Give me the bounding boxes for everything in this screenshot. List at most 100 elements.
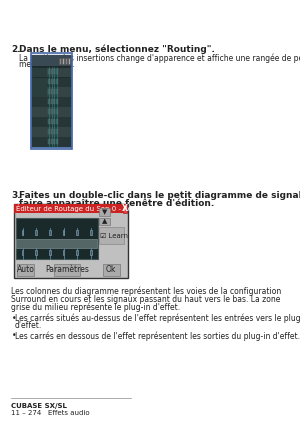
- Bar: [48, 69, 50, 74]
- Bar: [51, 129, 52, 134]
- Text: 3.: 3.: [11, 191, 21, 200]
- Bar: [51, 69, 52, 74]
- Bar: [32, 77, 47, 87]
- Bar: [51, 109, 52, 114]
- Bar: [53, 69, 55, 74]
- Bar: [22, 250, 23, 255]
- Text: lfe: lfe: [32, 219, 40, 225]
- Text: d'effet.: d'effet.: [15, 321, 42, 330]
- Text: Les carrés en dessous de l'effet représentent les sorties du plug-in d'effet.: Les carrés en dessous de l'effet représe…: [15, 332, 300, 341]
- Bar: [17, 264, 34, 276]
- Text: faire apparaître une fenêtre d'édition.: faire apparaître une fenêtre d'édition.: [19, 198, 214, 208]
- Bar: [122, 205, 127, 212]
- Bar: [53, 99, 55, 104]
- Bar: [51, 139, 52, 144]
- Bar: [63, 230, 64, 235]
- Bar: [99, 227, 124, 244]
- Text: Paramètres: Paramètres: [45, 265, 89, 275]
- Bar: [56, 99, 58, 104]
- Bar: [56, 79, 58, 84]
- Bar: [51, 119, 52, 124]
- Bar: [48, 129, 50, 134]
- Bar: [99, 218, 110, 225]
- Bar: [31, 55, 71, 147]
- Bar: [62, 58, 64, 64]
- Bar: [32, 97, 71, 107]
- Text: X: X: [122, 204, 128, 213]
- Bar: [76, 250, 78, 255]
- Bar: [35, 250, 37, 255]
- Bar: [68, 58, 70, 64]
- Bar: [14, 204, 128, 213]
- Text: CUBASE SX/SL: CUBASE SX/SL: [11, 403, 67, 409]
- Bar: [90, 230, 92, 235]
- Bar: [48, 139, 50, 144]
- Text: ▲: ▲: [102, 218, 107, 224]
- Bar: [56, 119, 58, 124]
- Bar: [53, 79, 55, 84]
- Bar: [32, 68, 71, 77]
- Bar: [56, 89, 58, 94]
- Bar: [48, 89, 50, 94]
- Bar: [31, 53, 72, 149]
- Text: Ok: Ok: [106, 265, 116, 275]
- Bar: [48, 119, 50, 124]
- Text: •: •: [12, 314, 16, 323]
- Text: La section des insertions change d'apparence et affiche une rangée de petits dia: La section des insertions change d'appar…: [19, 54, 300, 63]
- Bar: [59, 58, 61, 64]
- Text: Dans le menu, sélectionnez "Routing".: Dans le menu, sélectionnez "Routing".: [19, 45, 215, 54]
- Bar: [49, 230, 51, 235]
- Bar: [56, 69, 58, 74]
- Text: 11 – 274   Effets audio: 11 – 274 Effets audio: [11, 410, 90, 416]
- Text: Surround en cours et les signaux passant du haut vers le bas. La zone: Surround en cours et les signaux passant…: [11, 295, 281, 303]
- Text: ☑ Learn: ☑ Learn: [100, 233, 128, 239]
- Bar: [65, 58, 67, 64]
- Text: Dis: Dis: [85, 219, 96, 225]
- Bar: [32, 77, 71, 87]
- Bar: [16, 239, 97, 248]
- Bar: [53, 129, 55, 134]
- Bar: [99, 208, 110, 216]
- Text: 2.: 2.: [11, 45, 21, 54]
- Bar: [53, 109, 55, 114]
- Bar: [16, 218, 98, 259]
- Bar: [48, 99, 50, 104]
- Bar: [22, 230, 23, 235]
- Text: Ls: Ls: [19, 219, 26, 225]
- Bar: [31, 55, 71, 66]
- Text: Faites un double-clic dans le petit diagramme de signal de l'effet pour: Faites un double-clic dans le petit diag…: [19, 191, 300, 200]
- Bar: [51, 89, 52, 94]
- Text: c/lfe: c/lfe: [56, 219, 71, 225]
- Bar: [76, 230, 78, 235]
- Bar: [32, 88, 47, 97]
- Text: Éditeur de Routage du Son 0 - Reverb 6: Éditeur de Routage du Son 0 - Reverb 6: [16, 205, 154, 212]
- Text: o.s: o.s: [72, 219, 82, 225]
- Bar: [35, 230, 37, 235]
- Text: Les colonnes du diagramme représentent les voies de la configuration: Les colonnes du diagramme représentent l…: [11, 287, 282, 296]
- Bar: [56, 139, 58, 144]
- Text: Auto: Auto: [17, 265, 34, 275]
- Bar: [32, 107, 71, 117]
- Bar: [32, 127, 71, 137]
- Text: Les carrés situés au-dessus de l'effet représentent les entrées vers le plug-in: Les carrés situés au-dessus de l'effet r…: [15, 314, 300, 323]
- Bar: [51, 79, 52, 84]
- Bar: [32, 68, 47, 77]
- Bar: [90, 250, 92, 255]
- Text: •: •: [12, 332, 16, 340]
- Bar: [49, 250, 51, 255]
- Bar: [48, 109, 50, 114]
- Bar: [14, 204, 128, 278]
- Bar: [32, 137, 71, 147]
- Bar: [53, 119, 55, 124]
- Bar: [56, 109, 58, 114]
- Text: C: C: [47, 219, 52, 225]
- Text: grise du milieu représente le plug-in d'effet.: grise du milieu représente le plug-in d'…: [11, 302, 181, 312]
- Bar: [48, 79, 50, 84]
- Bar: [51, 99, 52, 104]
- Bar: [32, 117, 71, 127]
- Text: mes du signal.: mes du signal.: [19, 60, 75, 69]
- Bar: [54, 264, 80, 276]
- Bar: [56, 129, 58, 134]
- Bar: [32, 88, 71, 97]
- Bar: [53, 89, 55, 94]
